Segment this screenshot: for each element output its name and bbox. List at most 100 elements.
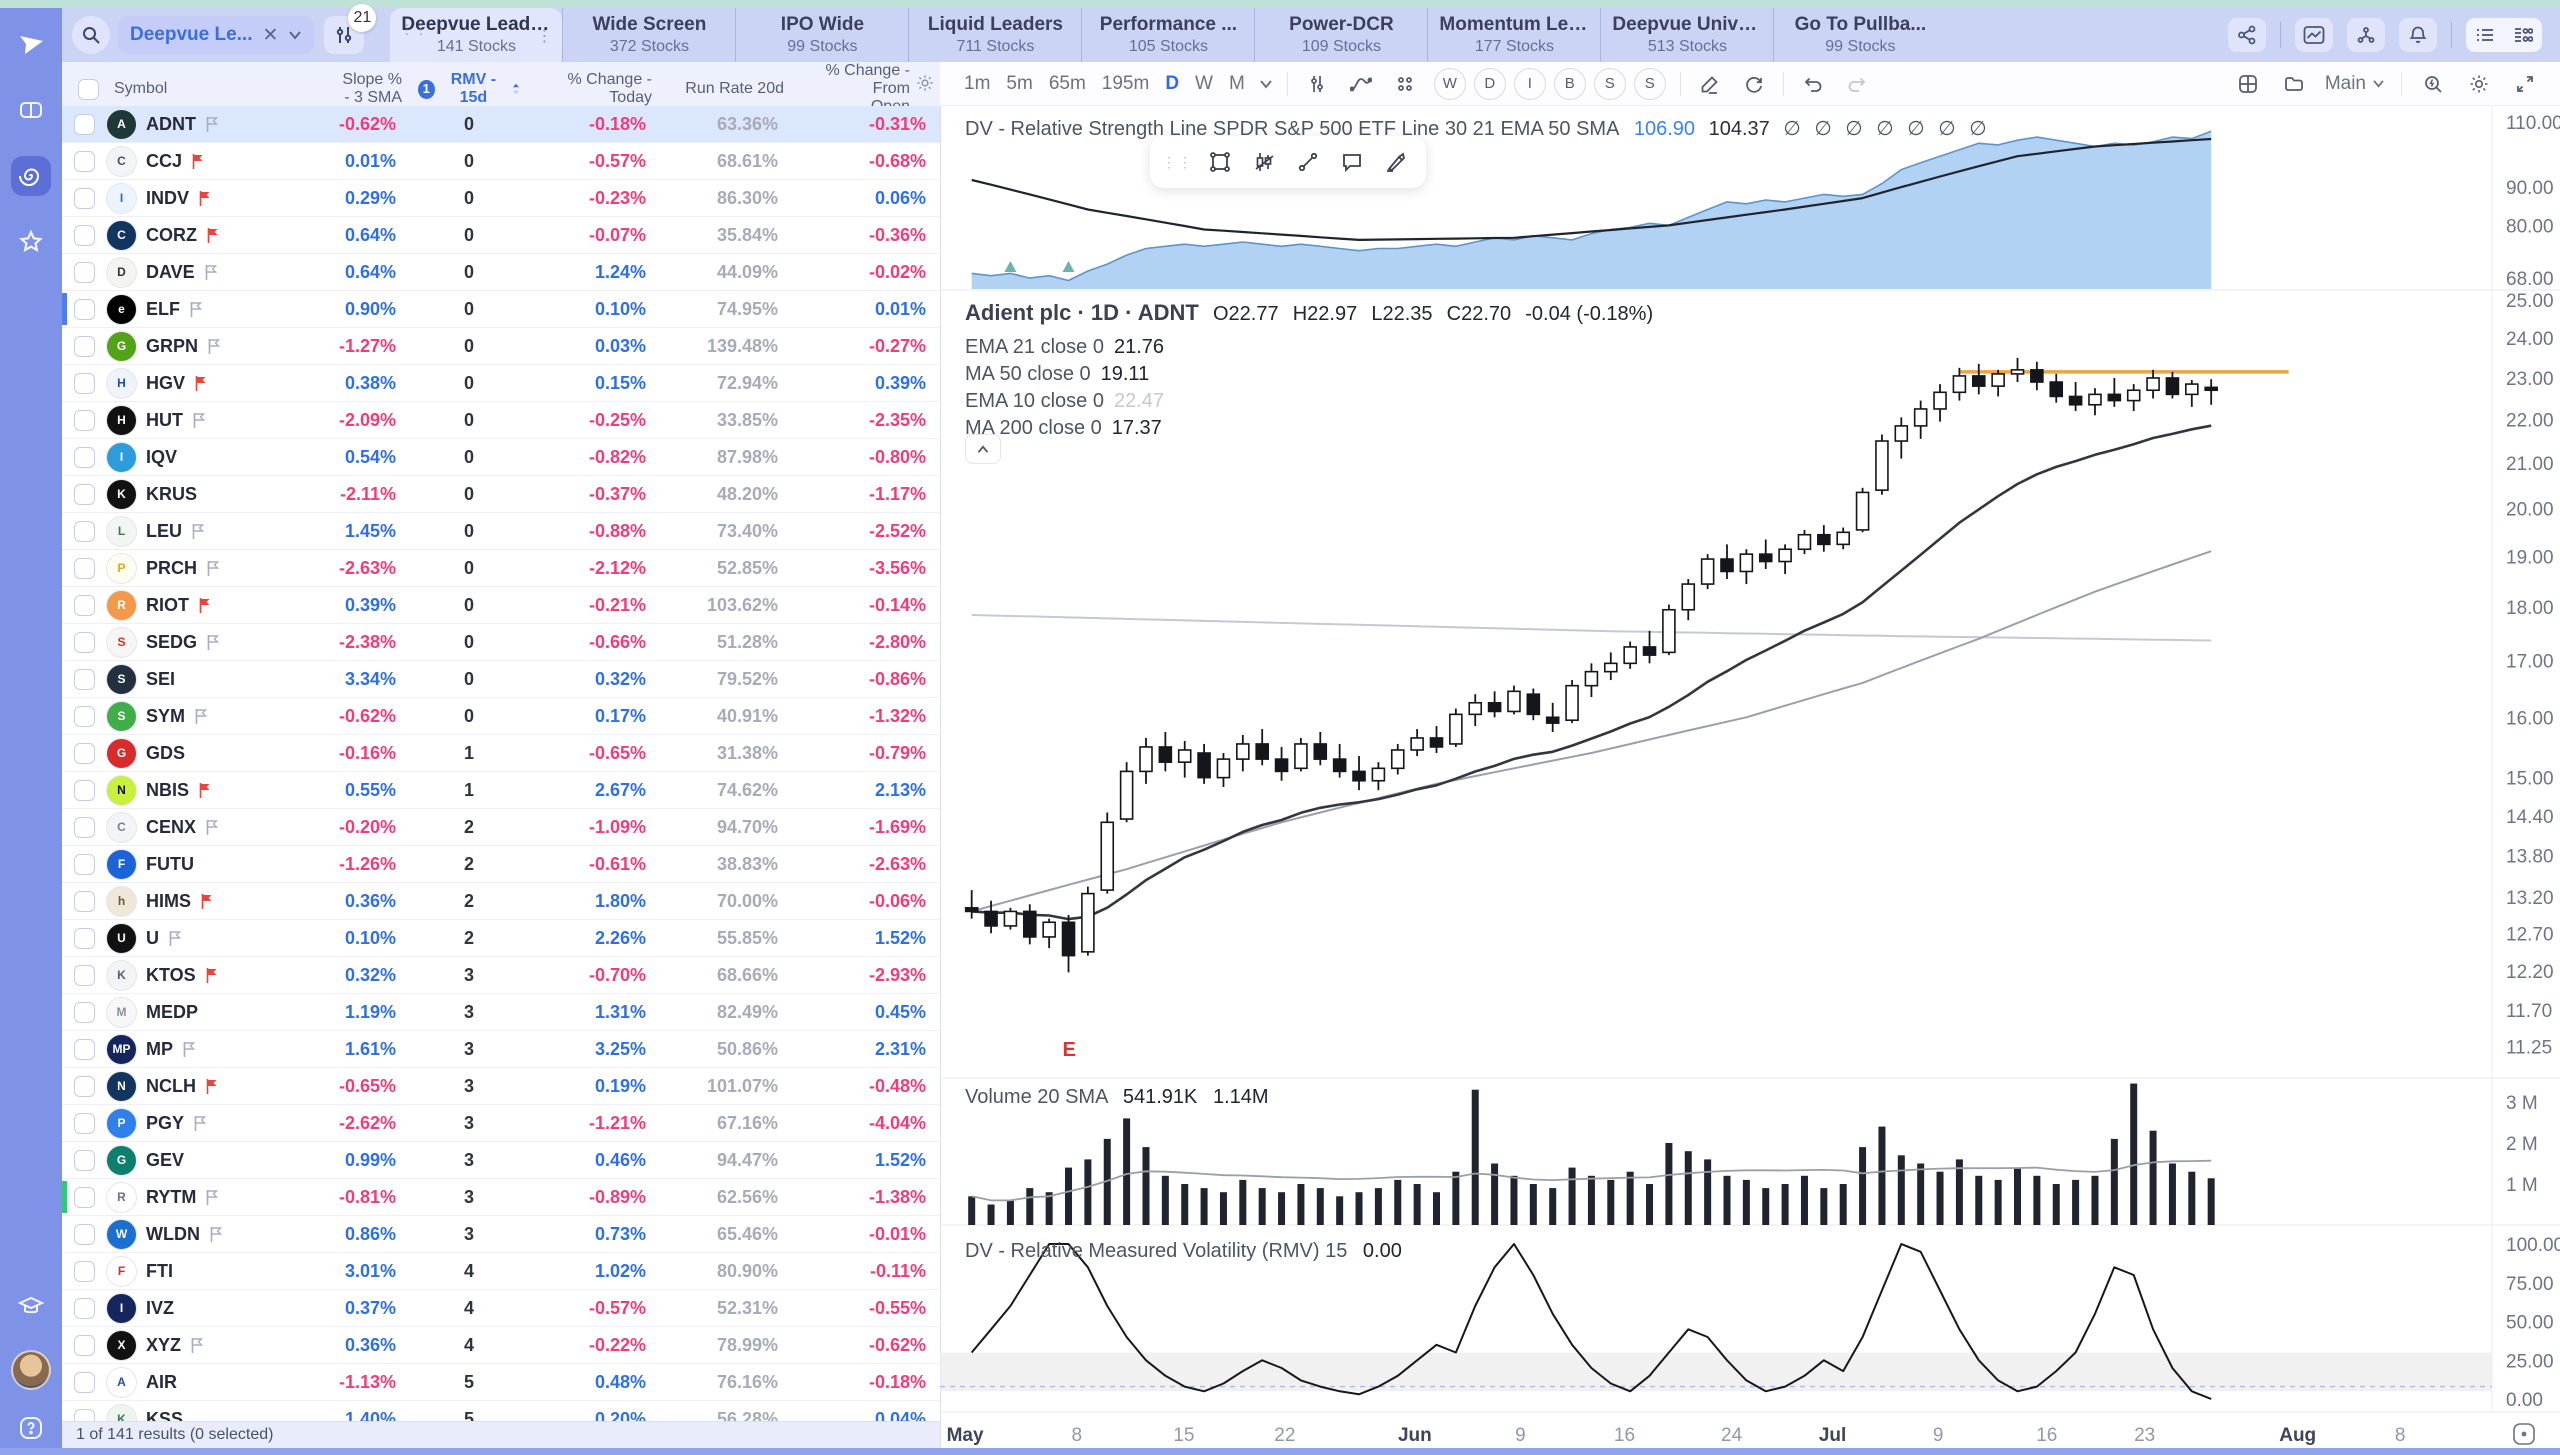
redo-button[interactable] (1842, 69, 1872, 99)
refresh-button[interactable] (1739, 69, 1769, 99)
flag-icon[interactable] (190, 1337, 204, 1354)
flag-icon[interactable] (204, 264, 218, 281)
row-checkbox[interactable] (74, 261, 95, 283)
table-row-KTOS[interactable]: K KTOS 0.32% 3 -0.70% 68.66% -2.93% (62, 957, 940, 994)
row-checkbox[interactable] (74, 483, 95, 505)
table-row-GDS[interactable]: G GDS -0.16% 1 -0.65% 31.38% -0.79% (62, 735, 940, 772)
row-checkbox[interactable] (74, 742, 95, 764)
flag-icon[interactable] (168, 930, 182, 947)
flag-icon[interactable] (189, 301, 203, 318)
trendline-tool-button[interactable] (1290, 144, 1326, 180)
flag-icon[interactable] (192, 412, 206, 429)
indicator-row-2[interactable]: EMA 10 close 0 22.47 (965, 390, 1164, 413)
sidebar-item-panels[interactable] (11, 90, 51, 130)
column-header-change-today[interactable]: % Change - Today (567, 71, 653, 106)
column-header-run-rate[interactable]: Run Rate 20d (685, 80, 784, 97)
row-checkbox[interactable] (74, 1371, 95, 1393)
timeframe-5m[interactable]: 5m (1006, 72, 1033, 94)
share-button[interactable] (2228, 18, 2266, 52)
table-row-WLDN[interactable]: W WLDN 0.86% 3 0.73% 65.46% -0.01% (62, 1216, 940, 1253)
screen-tab-liquid-leaders[interactable]: Liquid Leaders 711 Stocks (908, 8, 1081, 62)
table-row-HGV[interactable]: H HGV 0.38% 0 0.15% 72.94% 0.39% (62, 365, 940, 402)
row-checkbox[interactable] (74, 520, 95, 542)
table-row-RYTM[interactable]: R RYTM -0.81% 3 -0.89% 62.56% -1.38% (62, 1179, 940, 1216)
table-row-MP[interactable]: MP MP 1.61% 3 3.25% 50.86% 2.31% (62, 1031, 940, 1068)
rs-indicator-legend[interactable]: DV - Relative Strength Line SPDR S&P 500… (965, 118, 1991, 140)
row-checkbox[interactable] (74, 1297, 95, 1319)
table-row-IVZ[interactable]: I IVZ 0.37% 4 -0.57% 52.31% -0.55% (62, 1290, 940, 1327)
row-checkbox[interactable] (74, 1260, 95, 1282)
sidebar-item-learn[interactable] (11, 1286, 51, 1326)
row-checkbox[interactable] (74, 1112, 95, 1134)
screen-tab-performance-[interactable]: Performance ... 105 Stocks (1081, 8, 1254, 62)
screen-tab-deepvue-leaders[interactable]: ⋮⋮ ⋮ Deepvue Leaders 141 Stocks (390, 8, 563, 62)
flag-icon[interactable] (200, 893, 214, 910)
alerts-button[interactable] (2399, 18, 2437, 52)
undo-button[interactable] (1798, 69, 1828, 99)
flag-icon[interactable] (206, 634, 220, 651)
table-row-GEV[interactable]: G GEV 0.99% 3 0.46% 94.47% 1.52% (62, 1142, 940, 1179)
row-checkbox[interactable] (74, 816, 95, 838)
sidebar-item-screener[interactable] (11, 156, 51, 196)
row-checkbox[interactable] (74, 1334, 95, 1356)
row-checkbox[interactable] (74, 335, 95, 357)
table-row-SEDG[interactable]: S SEDG -2.38% 0 -0.66% 51.28% -2.80% (62, 624, 940, 661)
row-checkbox[interactable] (74, 1149, 95, 1171)
collapse-legend-button[interactable] (965, 434, 1001, 464)
table-row-FUTU[interactable]: F FUTU -1.26% 2 -0.61% 38.83% -2.63% (62, 846, 940, 883)
table-row-HUT[interactable]: H HUT -2.09% 0 -0.25% 33.85% -2.35% (62, 402, 940, 439)
quick-button-i-2[interactable]: I (1513, 67, 1546, 100)
flag-icon[interactable] (205, 1189, 219, 1206)
volume-legend[interactable]: Volume 20 SMA 541.91K 1.14M (965, 1086, 1269, 1108)
timeframe-65m[interactable]: 65m (1048, 72, 1086, 94)
table-row-U[interactable]: U U 0.10% 2 2.26% 55.85% 1.52% (62, 920, 940, 957)
table-row-ELF[interactable]: e ELF 0.90% 0 0.10% 74.95% 0.01% (62, 291, 940, 328)
flag-icon[interactable] (194, 375, 208, 392)
row-checkbox[interactable] (74, 964, 95, 986)
row-checkbox[interactable] (74, 1408, 95, 1422)
charts-button[interactable] (2295, 18, 2333, 52)
row-checkbox[interactable] (74, 446, 95, 468)
flag-icon[interactable] (182, 1041, 196, 1058)
avatar[interactable] (11, 1350, 51, 1390)
column-header-symbol[interactable]: Symbol (114, 80, 168, 97)
rectangle-tool-button[interactable] (1202, 144, 1238, 180)
table-row-LEU[interactable]: L LEU 1.45% 0 -0.88% 73.40% -2.52% (62, 513, 940, 550)
indicator-row-3[interactable]: MA 200 close 0 17.37 (965, 417, 1162, 440)
layouts-folder-button[interactable] (2279, 69, 2309, 99)
table-row-HIMS[interactable]: h HIMS 0.36% 2 1.80% 70.00% -0.06% (62, 883, 940, 920)
row-checkbox[interactable] (74, 113, 95, 135)
quick-button-s-5[interactable]: S (1633, 67, 1666, 100)
row-checkbox[interactable] (74, 187, 95, 209)
drawing-button[interactable] (1695, 69, 1725, 99)
row-checkbox[interactable] (74, 779, 95, 801)
table-row-IQV[interactable]: I IQV 0.54% 0 -0.82% 87.98% -0.80% (62, 439, 940, 476)
row-checkbox[interactable] (74, 668, 95, 690)
drag-handle[interactable]: ⋮⋮ (1162, 153, 1194, 170)
grid-view-button[interactable] (2504, 18, 2542, 52)
table-row-CORZ[interactable]: C CORZ 0.64% 0 -0.07% 35.84% -0.36% (62, 217, 940, 254)
screen-selector[interactable]: Deepvue Le... ✕ (118, 16, 315, 54)
clear-screen-icon[interactable]: ✕ (262, 24, 279, 46)
flag-icon[interactable] (193, 1115, 207, 1132)
row-checkbox[interactable] (74, 298, 95, 320)
screen-tab-wide-screen[interactable]: Wide Screen 372 Stocks (562, 8, 735, 62)
table-row-NBIS[interactable]: N NBIS 0.55% 1 2.67% 74.62% 2.13% (62, 772, 940, 809)
row-checkbox[interactable] (74, 1223, 95, 1245)
indicator-row-1[interactable]: MA 50 close 0 19.11 (965, 363, 1149, 386)
table-row-SYM[interactable]: S SYM -0.62% 0 0.17% 40.91% -1.32% (62, 698, 940, 735)
row-checkbox[interactable] (74, 1001, 95, 1023)
help-button[interactable] (11, 1408, 51, 1448)
timeframe-W[interactable]: W (1195, 72, 1213, 94)
row-checkbox[interactable] (74, 853, 95, 875)
column-header-rmv[interactable]: 1 RMV - 15d (410, 71, 528, 107)
quick-button-w-0[interactable]: W (1433, 67, 1466, 100)
table-row-ADNT[interactable]: A ADNT -0.62% 0 -0.18% 63.36% -0.31% (62, 106, 940, 143)
flag-icon[interactable] (205, 1078, 219, 1095)
table-row-KRUS[interactable]: K KRUS -2.11% 0 -0.37% 48.20% -1.17% (62, 476, 940, 513)
quick-button-d-1[interactable]: D (1473, 67, 1506, 100)
indicator-settings-button[interactable] (1302, 69, 1332, 99)
marker-tool-button[interactable] (1378, 144, 1414, 180)
table-row-FTI[interactable]: F FTI 3.01% 4 1.02% 80.90% -0.11% (62, 1253, 940, 1290)
flag-icon[interactable] (191, 153, 205, 170)
